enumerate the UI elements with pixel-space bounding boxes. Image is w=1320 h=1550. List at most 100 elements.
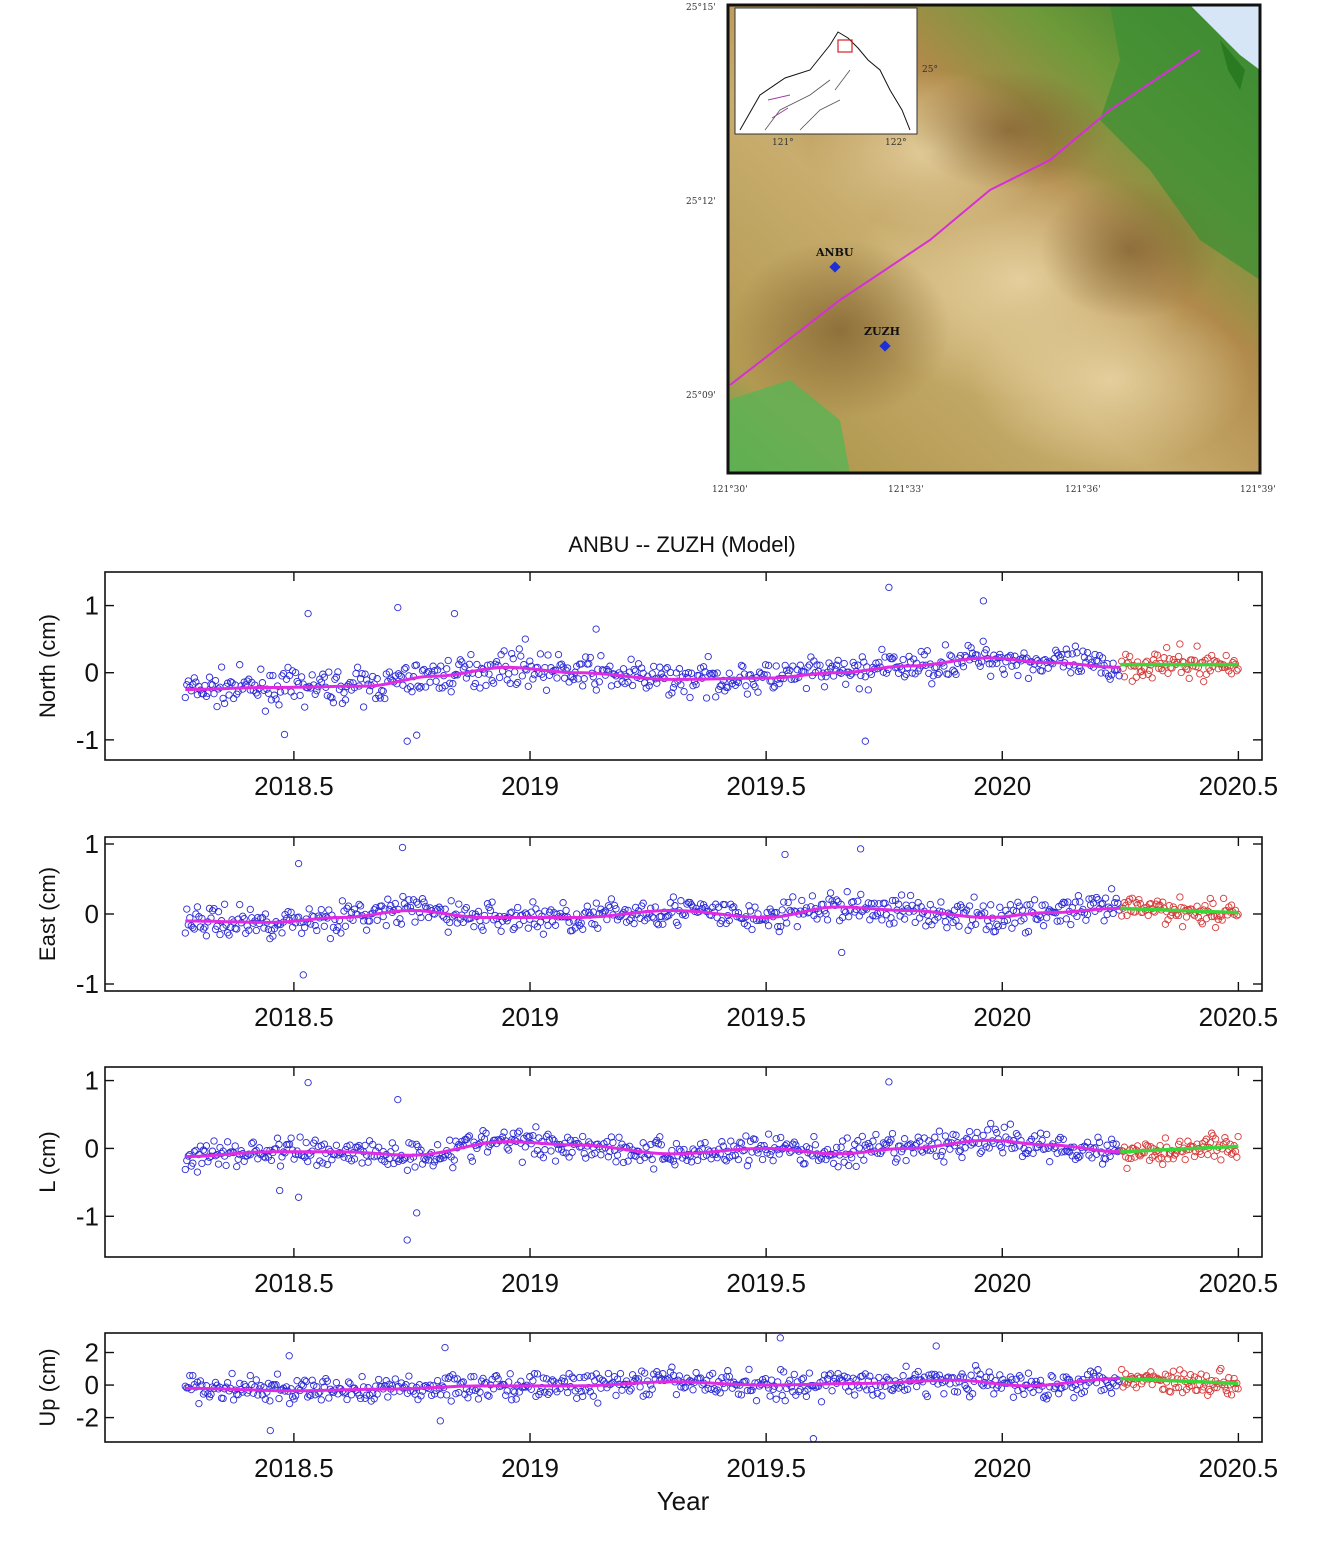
predicted-point [1118,912,1126,920]
model-curve [185,656,1121,691]
observed-point [645,682,653,690]
map-frame [726,3,1262,475]
observed-point [789,893,797,901]
observed-point [796,1385,804,1394]
observed-point [1112,894,1120,903]
observed-point [210,690,218,698]
predicted-point [1131,1153,1139,1161]
observed-point [999,665,1007,673]
y-tick-label: 2 [85,1338,99,1368]
observed-point [297,929,306,937]
observed-point [920,1134,928,1142]
observed-point [1014,1386,1022,1395]
observed-point [275,1140,283,1149]
observed-point [985,1368,993,1376]
predicted-point [1144,911,1152,920]
map-lon-labels: 121°30' 121°33' 121°36' 121°39' [712,485,1276,495]
observed-point [207,1390,215,1398]
observed-point [193,691,202,699]
observed-point [320,922,328,930]
observed-point [328,1156,336,1164]
predicted-point [1147,900,1155,908]
observed-point [967,644,975,652]
observed-point [597,652,605,660]
predicted-points [1118,640,1242,686]
station-label-zuzh: ZUZH [864,325,900,338]
observed-point [991,1125,999,1133]
observed-point [987,901,995,909]
observed-point [734,1390,743,1398]
observed-point [270,691,279,699]
panels: 2018.5 2019 2019.5 2020 2020.5 -1 0 1 North (cm)… [35,571,1278,1483]
observed-point [570,675,578,684]
observed-point [781,1397,789,1405]
observed-point [477,923,486,931]
observed-point [579,1132,587,1141]
observed-point [503,1387,511,1395]
observed-point [746,907,755,915]
observed-point [190,674,198,682]
predicted-point [1127,1154,1135,1163]
observed-point [547,1147,555,1155]
observed-point [210,904,218,913]
predicted-point [1202,1372,1211,1380]
observed-point [931,1133,939,1141]
observed-point [737,1139,746,1147]
observed-point [375,1143,383,1151]
observed-point [355,1391,363,1399]
observed-point [417,1392,425,1400]
observed-point [545,908,554,916]
observed-point [606,662,614,670]
observed-point [406,683,415,691]
observed-point [344,1378,353,1386]
observed-point [492,657,501,666]
observed-point [421,683,430,691]
predicted-point [1223,1390,1232,1398]
observed-point [452,1390,460,1398]
observed-point [193,903,202,911]
observed-point [858,653,866,661]
observed-point [264,689,273,697]
observed-point [332,673,341,681]
observed-point [650,1165,658,1173]
panel-frame [104,571,1263,761]
observed-point [414,900,422,908]
observed-point [1112,1140,1120,1148]
observed-point [449,680,457,688]
observed-point [236,661,244,669]
observed-point [1008,1144,1016,1153]
observed-point [474,1395,483,1403]
observed-point [952,916,960,924]
x-tick-label: 2019 [501,771,559,801]
observed-point [229,694,238,703]
observed-point [506,1370,514,1378]
observed-point [1029,666,1037,674]
observed-point [385,668,393,676]
observed-point [607,895,616,903]
observed-point [677,1383,685,1391]
observed-point [786,1376,794,1384]
observed-point [373,916,381,924]
observed-point [764,1130,773,1138]
observed-point [940,1158,948,1166]
observed-point [233,925,241,933]
observed-point [222,1161,230,1170]
observed-point [296,1133,304,1141]
y-axis-label: North (cm) [35,614,60,718]
observed-point [433,1376,442,1385]
observed-point [511,668,519,676]
observed-point [483,1148,492,1156]
observed-point [1094,1133,1102,1141]
observed-point [875,1373,883,1382]
observed-point [932,1152,940,1160]
observed-point [376,694,384,702]
observed-point [592,899,600,907]
observed-point [1068,650,1076,658]
observed-point [940,1390,948,1398]
observed-point [641,1369,649,1377]
observed-point [344,680,353,689]
observed-point [911,918,919,927]
observed-point [246,905,254,914]
predicted-point [1218,916,1226,924]
observed-point [615,1133,623,1141]
